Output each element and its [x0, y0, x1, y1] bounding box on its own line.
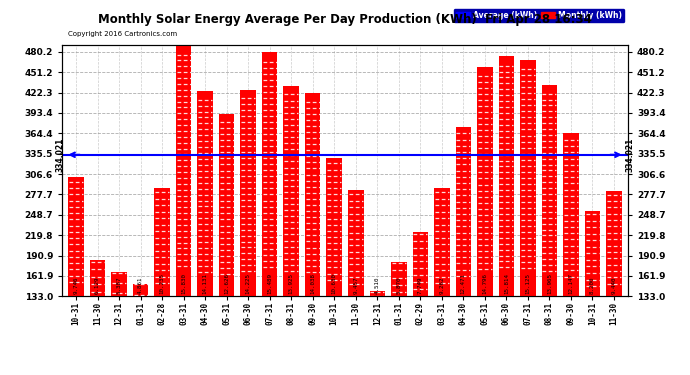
Text: 14.796: 14.796	[482, 273, 487, 294]
Text: 5.387: 5.387	[117, 277, 121, 294]
Text: 13.925: 13.925	[288, 273, 294, 294]
Text: 8.200: 8.200	[590, 277, 595, 294]
Bar	[240, 90, 256, 296]
Legend: Average (kWh), Monthly (kWh): Average (kWh), Monthly (kWh)	[454, 9, 624, 22]
Bar	[563, 134, 579, 296]
Bar	[197, 92, 213, 296]
Text: 10.630: 10.630	[332, 273, 337, 294]
Text: 12.147: 12.147	[569, 273, 573, 294]
Text: 14.131: 14.131	[203, 273, 208, 294]
Bar	[68, 177, 83, 296]
Bar	[90, 261, 106, 296]
Text: 10.235: 10.235	[159, 273, 165, 294]
Text: 15.125: 15.125	[525, 273, 531, 294]
Bar	[584, 211, 600, 296]
Text: 5.870: 5.870	[396, 277, 402, 294]
Bar	[111, 272, 127, 296]
Text: 14.225: 14.225	[246, 273, 250, 294]
Text: 14.038: 14.038	[310, 273, 315, 294]
Text: 15.814: 15.814	[504, 273, 509, 294]
Bar	[391, 262, 406, 296]
Bar	[305, 93, 320, 296]
Text: 12.626: 12.626	[224, 273, 229, 294]
Bar	[133, 284, 148, 296]
Bar	[520, 60, 535, 296]
Text: 9.457: 9.457	[353, 277, 358, 294]
Text: 334.021: 334.021	[55, 138, 64, 172]
Bar	[413, 232, 428, 296]
Bar	[284, 86, 299, 296]
Text: 15.830: 15.830	[181, 273, 186, 294]
Text: 6.129: 6.129	[95, 277, 100, 294]
Bar	[176, 45, 191, 296]
Text: 4.510: 4.510	[375, 277, 380, 294]
Text: Monthly Solar Energy Average Per Day Production (KWh)  Fri Apr 28 16:34: Monthly Solar Energy Average Per Day Pro…	[98, 13, 592, 26]
Text: 9.262: 9.262	[440, 277, 444, 294]
Text: 15.489: 15.489	[267, 273, 272, 294]
Bar	[370, 291, 385, 296]
Text: 9.440: 9.440	[611, 277, 616, 294]
Bar	[542, 85, 557, 296]
Text: 334.021: 334.021	[626, 138, 635, 172]
Bar	[607, 190, 622, 296]
Text: Copyright 2016 Cartronics.com: Copyright 2016 Cartronics.com	[68, 31, 177, 37]
Bar	[477, 67, 493, 296]
Bar	[499, 56, 514, 296]
Text: 4.861: 4.861	[138, 277, 143, 294]
Bar	[155, 188, 170, 296]
Text: 9.746: 9.746	[74, 277, 79, 294]
Bar	[262, 52, 277, 296]
Text: 13.965: 13.965	[547, 273, 552, 294]
Bar	[219, 114, 235, 296]
Bar	[348, 190, 364, 296]
Bar	[455, 126, 471, 296]
Bar	[326, 158, 342, 296]
Text: 12.471: 12.471	[461, 273, 466, 294]
Text: 7.749: 7.749	[418, 277, 423, 294]
Bar	[434, 188, 450, 296]
